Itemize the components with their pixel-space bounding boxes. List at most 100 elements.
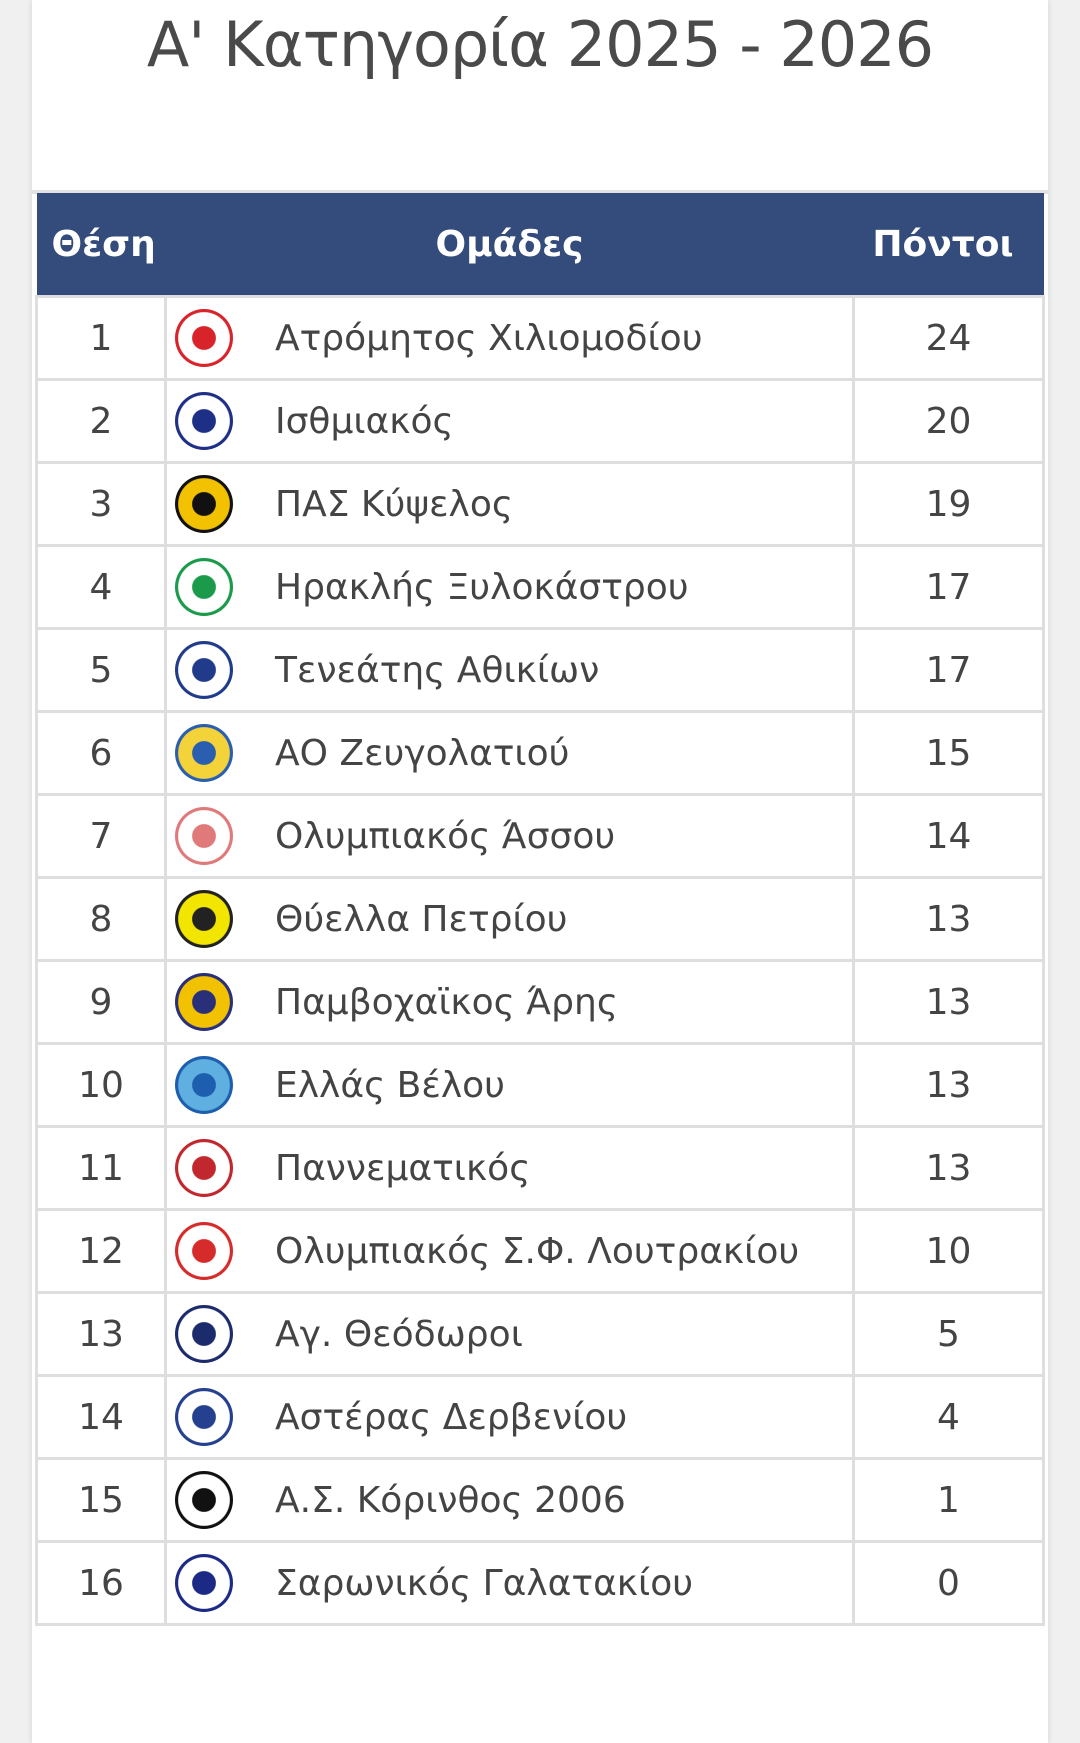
team-name[interactable]: ΑΟ Ζευγολατιού [275,732,570,774]
header-points: Πόντοι [853,193,1044,297]
table-row[interactable]: 14 Αστέρας Δερβενίου 4 [35,1374,1045,1460]
points-cell: 24 [852,295,1045,381]
team-logo-icon [175,641,233,699]
team-cell: Παννεματικός [164,1125,855,1211]
table-row[interactable]: 8 Θύελλα Πετρίου 13 [35,876,1045,962]
team-name[interactable]: Ολυμπιακός Άσσου [275,815,616,857]
points-cell: 17 [852,627,1045,713]
standings-card: Α' Κατηγορία 2025 - 2026 Θέση Ομάδες Πόν… [32,0,1048,1743]
team-cell: Τενεάτης Αθικίων [164,627,855,713]
team-name[interactable]: Ολυμπιακός Σ.Φ. Λουτρακίου [275,1230,800,1272]
table-row[interactable]: 12 Ολυμπιακός Σ.Φ. Λουτρακίου 10 [35,1208,1045,1294]
team-name[interactable]: Σαρωνικός Γαλατακίου [275,1562,694,1604]
team-cell: Αστέρας Δερβενίου [164,1374,855,1460]
team-name[interactable]: Ατρόμητος Χιλιομοδίου [275,317,703,359]
position-cell: 1 [35,295,167,381]
standings-table: Θέση Ομάδες Πόντοι 1 Ατρόμητος Χιλιομοδίο… [35,193,1045,1626]
position-cell: 2 [35,378,167,464]
team-name[interactable]: Παμβοχαϊκος Άρης [275,981,618,1023]
team-logo-icon [175,1139,233,1197]
team-name[interactable]: Αστέρας Δερβενίου [275,1396,628,1438]
table-row[interactable]: 9 Παμβοχαϊκος Άρης 13 [35,959,1045,1045]
page-title: Α' Κατηγορία 2025 - 2026 [146,8,934,81]
team-name[interactable]: Παννεματικός [275,1147,531,1189]
team-name[interactable]: ΠΑΣ Κύψελος [275,483,513,525]
table-row[interactable]: 2 Ισθμιακός 20 [35,378,1045,464]
table-row[interactable]: 6 ΑΟ Ζευγολατιού 15 [35,710,1045,796]
table-row[interactable]: 1 Ατρόμητος Χιλιομοδίου 24 [35,295,1045,381]
team-logo-icon [175,1305,233,1363]
position-cell: 3 [35,461,167,547]
team-logo-icon [175,724,233,782]
team-logo-icon [175,1471,233,1529]
position-cell: 7 [35,793,167,879]
team-logo-icon [175,1388,233,1446]
table-row[interactable]: 7 Ολυμπιακός Άσσου 14 [35,793,1045,879]
team-cell: Θύελλα Πετρίου [164,876,855,962]
team-cell: Ηρακλής Ξυλοκάστρου [164,544,855,630]
team-cell: ΠΑΣ Κύψελος [164,461,855,547]
position-cell: 16 [35,1540,167,1626]
team-cell: Ισθμιακός [164,378,855,464]
team-logo-icon [175,1056,233,1114]
header-position: Θέση [36,193,166,297]
team-name[interactable]: Ηρακλής Ξυλοκάστρου [275,566,689,608]
table-row[interactable]: 16 Σαρωνικός Γαλατακίου 0 [35,1540,1045,1626]
team-name[interactable]: Α.Σ. Κόρινθος 2006 [275,1479,626,1521]
points-cell: 19 [852,461,1045,547]
team-cell: Παμβοχαϊκος Άρης [164,959,855,1045]
divider [32,190,1048,194]
points-cell: 1 [852,1457,1045,1543]
header-team: Ομάδες [165,193,854,297]
table-row[interactable]: 4 Ηρακλής Ξυλοκάστρου 17 [35,544,1045,630]
position-cell: 13 [35,1291,167,1377]
position-cell: 6 [35,710,167,796]
points-cell: 0 [852,1540,1045,1626]
points-cell: 13 [852,959,1045,1045]
team-logo-icon [175,392,233,450]
points-cell: 13 [852,876,1045,962]
position-cell: 11 [35,1125,167,1211]
team-name[interactable]: Θύελλα Πετρίου [275,898,568,940]
table-row[interactable]: 10 Ελλάς Βέλου 13 [35,1042,1045,1128]
team-cell: ΑΟ Ζευγολατιού [164,710,855,796]
points-cell: 17 [852,544,1045,630]
position-cell: 9 [35,959,167,1045]
table-row[interactable]: 11 Παννεματικός 13 [35,1125,1045,1211]
points-cell: 13 [852,1125,1045,1211]
table-row[interactable]: 13 Αγ. Θεόδωροι 5 [35,1291,1045,1377]
team-cell: Σαρωνικός Γαλατακίου [164,1540,855,1626]
team-logo-icon [175,475,233,533]
team-name[interactable]: Ελλάς Βέλου [275,1064,505,1106]
points-cell: 13 [852,1042,1045,1128]
table-row[interactable]: 15 Α.Σ. Κόρινθος 2006 1 [35,1457,1045,1543]
points-cell: 4 [852,1374,1045,1460]
team-logo-icon [175,973,233,1031]
team-logo-icon [175,1554,233,1612]
team-logo-icon [175,309,233,367]
team-logo-icon [175,890,233,948]
table-row[interactable]: 3 ΠΑΣ Κύψελος 19 [35,461,1045,547]
team-cell: Ελλάς Βέλου [164,1042,855,1128]
position-cell: 5 [35,627,167,713]
position-cell: 10 [35,1042,167,1128]
team-cell: Ολυμπιακός Άσσου [164,793,855,879]
points-cell: 10 [852,1208,1045,1294]
team-cell: Α.Σ. Κόρινθος 2006 [164,1457,855,1543]
points-cell: 14 [852,793,1045,879]
position-cell: 15 [35,1457,167,1543]
points-cell: 20 [852,378,1045,464]
position-cell: 4 [35,544,167,630]
team-name[interactable]: Αγ. Θεόδωροι [275,1313,523,1355]
team-logo-icon [175,1222,233,1280]
table-header-row: Θέση Ομάδες Πόντοι [36,193,1044,297]
team-logo-icon [175,558,233,616]
points-cell: 5 [852,1291,1045,1377]
team-cell: Ολυμπιακός Σ.Φ. Λουτρακίου [164,1208,855,1294]
position-cell: 8 [35,876,167,962]
points-cell: 15 [852,710,1045,796]
team-name[interactable]: Ισθμιακός [275,400,454,442]
table-row[interactable]: 5 Τενεάτης Αθικίων 17 [35,627,1045,713]
position-cell: 14 [35,1374,167,1460]
team-name[interactable]: Τενεάτης Αθικίων [275,649,600,691]
